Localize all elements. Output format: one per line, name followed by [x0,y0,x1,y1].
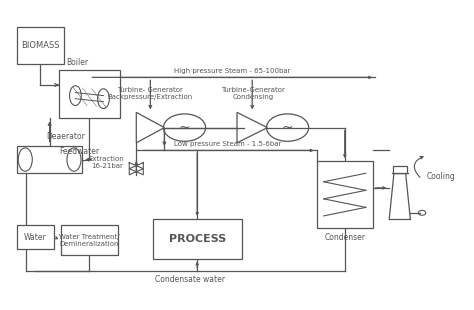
Text: High pressure Steam - 65-100bar: High pressure Steam - 65-100bar [174,68,291,74]
Text: ~: ~ [179,121,191,135]
Bar [59,70,120,118]
Text: Cooling: Cooling [427,172,456,181]
Bar [61,225,118,255]
Text: BIOMASS: BIOMASS [21,41,60,50]
Bar [17,27,64,64]
Text: PROCESS: PROCESS [169,234,226,244]
Text: Condenser: Condenser [324,232,365,241]
Text: Deaerator: Deaerator [46,132,85,141]
Text: Turbine- Generator
Backpressure/Extraction: Turbine- Generator Backpressure/Extracti… [108,87,193,100]
Text: ~: ~ [282,121,293,135]
Bar [17,225,55,249]
Text: Turbine-Generator
Condensing: Turbine-Generator Condensing [221,87,285,100]
Text: Feedwater: Feedwater [59,147,99,156]
Bar [392,166,407,173]
Text: Water: Water [24,233,47,242]
Bar [317,161,373,228]
Text: Low pressure Steam - 1.5-6bar: Low pressure Steam - 1.5-6bar [174,141,281,147]
Text: Boiler: Boiler [66,58,88,67]
Bar [17,146,82,173]
Text: Extraction
16-21bar: Extraction 16-21bar [89,156,125,169]
Bar [153,219,242,259]
Text: Condensate water: Condensate water [155,275,225,284]
Text: Water Treatment/
Demineralization: Water Treatment/ Demineralization [59,234,120,247]
